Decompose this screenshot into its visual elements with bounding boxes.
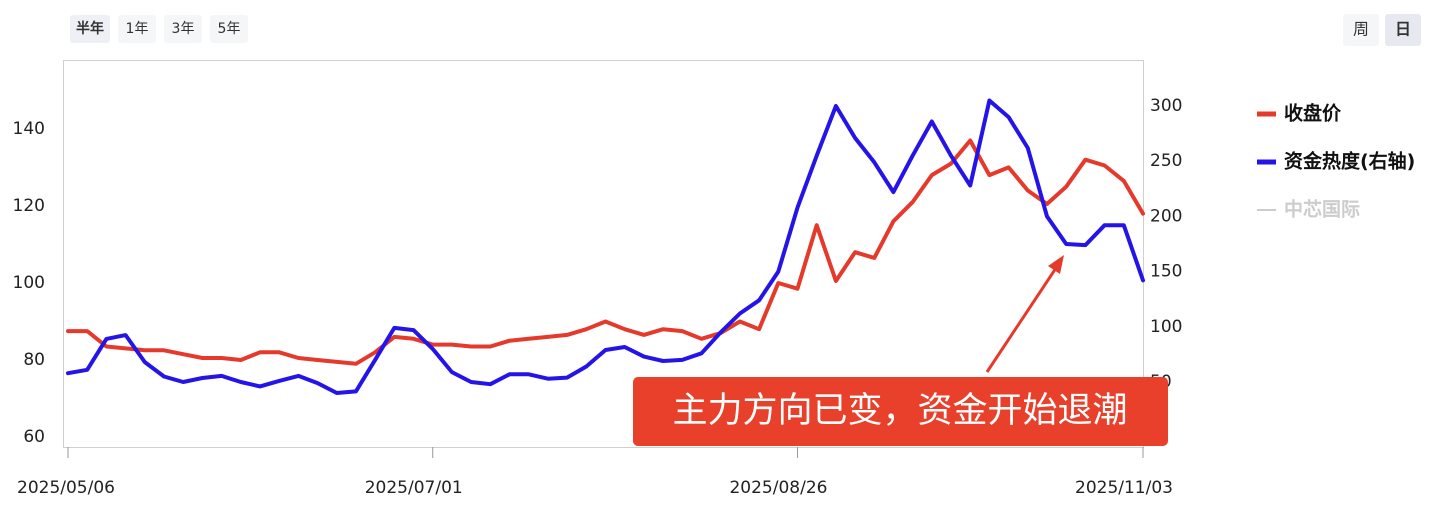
range-tabs: 半年 1年 3年 5年 周 日 [70, 14, 1421, 46]
x-tick-label: 2025/05/06 [17, 478, 115, 498]
x-tick-label: 2025/08/26 [729, 478, 827, 498]
tab-bg[interactable] [118, 15, 156, 43]
annotation-text: 主力方向已变，资金开始退潮 [672, 391, 1127, 431]
axes: 6080100120140501001502002503002025/05/06… [13, 96, 1183, 498]
y2-tick-label: 150 [1150, 262, 1182, 282]
tab-label[interactable]: 半年 [76, 20, 104, 37]
y-tick-label: 60 [23, 427, 45, 447]
x-tick-label: 2025/07/01 [365, 478, 463, 498]
legend-label[interactable]: 收盘价 [1284, 102, 1342, 125]
legend-label[interactable]: 资金热度(右轴) [1284, 150, 1415, 173]
series-line [66, 98, 1145, 395]
tab-label[interactable]: 1年 [126, 21, 149, 37]
y-tick-label: 140 [13, 119, 45, 139]
annotation-arrowhead [1048, 255, 1064, 274]
tab-label[interactable]: 5年 [218, 21, 241, 37]
tab-label[interactable]: 周 [1353, 20, 1369, 39]
tab-label[interactable]: 3年 [172, 21, 195, 37]
annotation-arrow [985, 261, 1062, 373]
series-lines [66, 98, 1145, 395]
legend-label[interactable]: 中芯国际 [1284, 198, 1360, 221]
tab-bg[interactable] [1385, 14, 1421, 46]
tab-bg[interactable] [210, 15, 248, 43]
y2-tick-label: 100 [1150, 317, 1182, 337]
y2-tick-label: 250 [1150, 151, 1182, 171]
plot-frame [63, 60, 1144, 448]
tab-bg[interactable] [70, 15, 110, 43]
annotation-box [633, 377, 1168, 446]
y-tick-label: 120 [13, 196, 45, 216]
tab-bg[interactable] [1343, 14, 1379, 46]
x-tick-label: 2025/11/03 [1075, 478, 1173, 498]
y2-tick-label: 300 [1150, 96, 1182, 116]
tab-bg[interactable] [164, 15, 202, 43]
tab-label[interactable]: 日 [1395, 20, 1411, 39]
y-tick-label: 80 [23, 350, 45, 370]
y2-tick-label: 200 [1150, 206, 1182, 226]
y-tick-label: 100 [13, 273, 45, 293]
series-line [66, 138, 1145, 366]
